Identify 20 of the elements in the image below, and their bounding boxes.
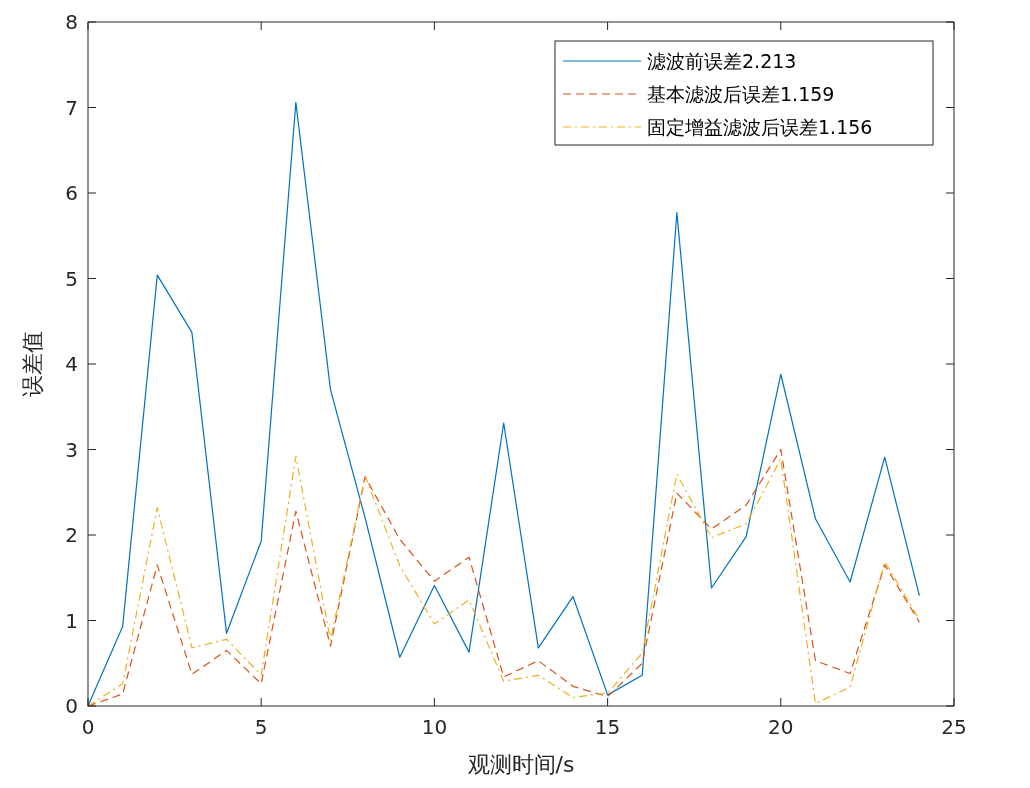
y-tick-label: 3 xyxy=(65,437,78,462)
y-axis-title: 误差值 xyxy=(20,331,45,397)
legend-label: 基本滤波后误差1.159 xyxy=(647,83,835,105)
y-tick-label: 0 xyxy=(65,694,78,718)
y-tick-label: 4 xyxy=(65,352,78,376)
y-tick-label: 6 xyxy=(65,181,78,205)
legend-label: 滤波前误差2.213 xyxy=(647,50,797,72)
x-axis-title: 观测时间/s xyxy=(467,752,575,777)
x-tick-label: 0 xyxy=(81,715,95,739)
x-tick-label: 20 xyxy=(768,715,794,739)
y-tick-label: 1 xyxy=(65,608,78,633)
x-tick-label: 25 xyxy=(941,715,967,739)
y-tick-label: 8 xyxy=(65,10,78,34)
y-tick-label: 5 xyxy=(65,266,78,291)
y-tick-label: 2 xyxy=(65,523,78,547)
x-tick-label: 15 xyxy=(594,715,621,739)
x-tick-label: 10 xyxy=(421,715,448,739)
legend-label: 固定增益滤波后误差1.156 xyxy=(647,116,873,138)
y-tick-label: 7 xyxy=(65,95,78,120)
x-tick-label: 5 xyxy=(254,715,268,739)
